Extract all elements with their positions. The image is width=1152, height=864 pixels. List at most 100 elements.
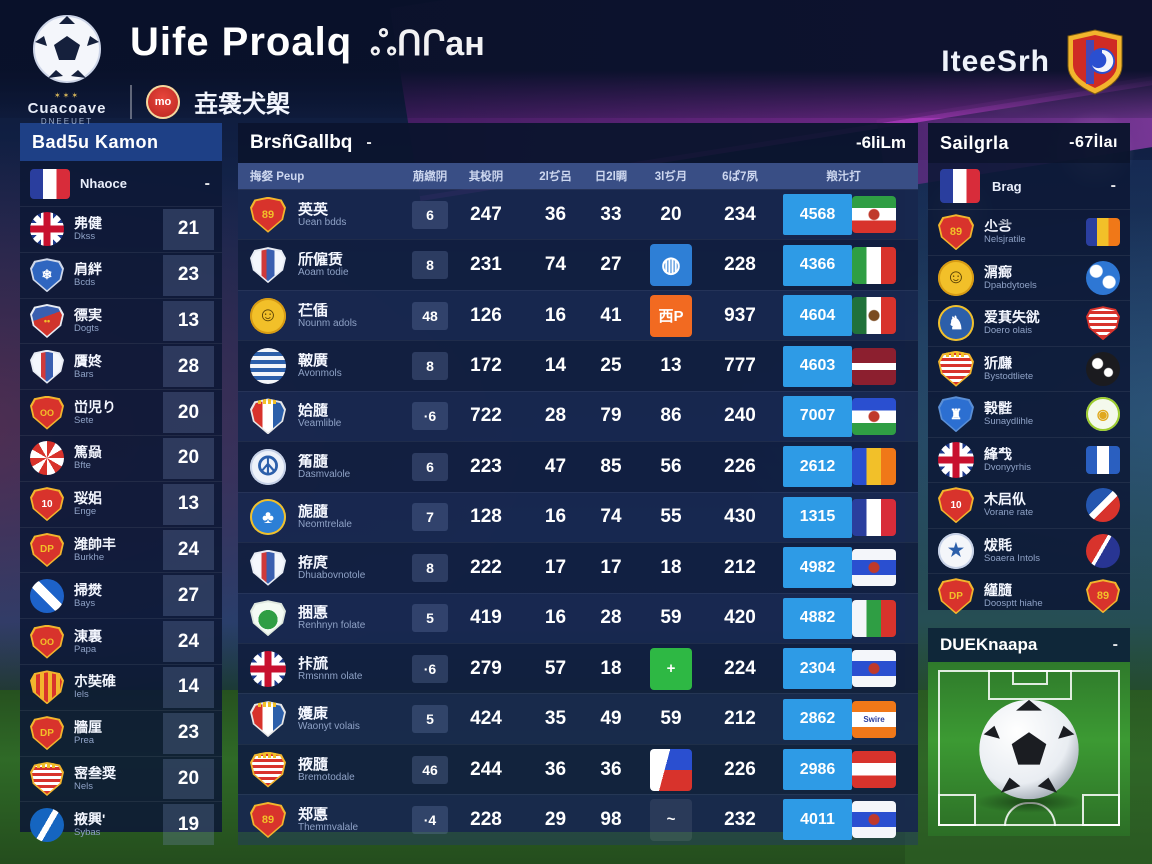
team-name: 肩絆 bbox=[74, 262, 102, 278]
stat-value: 223 bbox=[470, 455, 502, 477]
rank-badge: 8 bbox=[412, 352, 448, 381]
right-sidebar-link[interactable]: -67İlaı bbox=[1069, 134, 1118, 151]
standings-row[interactable]: 斦僱赁 Aoam todie 8 231 74 27 ◍ 228 4366 bbox=[238, 239, 918, 290]
stat-value: 430 bbox=[724, 506, 756, 528]
team-subname: Uean bdds bbox=[298, 216, 347, 228]
left-team-row[interactable]: DP 潍帥丰 Burkhe 24 bbox=[20, 526, 222, 573]
left-team-row[interactable]: 掖興' Sybas 19 bbox=[20, 801, 222, 847]
stat-value: 18 bbox=[600, 657, 622, 679]
crest-crownstripes-icon bbox=[30, 761, 64, 796]
flag-mexico-icon bbox=[852, 297, 896, 335]
left-team-row[interactable]: 掃燓 Bays 27 bbox=[20, 572, 222, 618]
team-stat-value: 14 bbox=[163, 666, 214, 708]
collapse-icon[interactable]: - bbox=[204, 174, 210, 192]
team-name: 尐㪳 bbox=[984, 219, 1012, 235]
flag-wbw-icon bbox=[852, 549, 896, 587]
team-name: 綘𢦔 bbox=[984, 446, 1012, 462]
team-name: 旎膸 bbox=[298, 504, 329, 520]
team-name: 䇶膸 bbox=[298, 453, 329, 469]
left-team-row[interactable]: •• 徱実 Dogts 13 bbox=[20, 297, 222, 344]
standings-row[interactable]: 拵庹 Dhuabovnotole 8 222 17 17 18 212 4982 bbox=[238, 542, 918, 593]
table-link[interactable]: -6liLm bbox=[855, 133, 906, 152]
left-team-row[interactable]: 贋㚵 Bars 28 bbox=[20, 343, 222, 389]
left-featured-row[interactable]: Nhaoce - bbox=[20, 161, 222, 206]
left-team-row[interactable]: DP 牆厘 Prea 23 bbox=[20, 709, 222, 756]
team-stat-value: 13 bbox=[163, 483, 214, 525]
right-team-row[interactable]: ★ 炦㲘 Soaera Intols bbox=[928, 527, 1130, 574]
stat-value: 36 bbox=[544, 758, 567, 780]
app-header: ✶✶✶ Cuacoave DNEEUET Uife Proalq ஃՈՐан m… bbox=[24, 12, 485, 126]
left-team-row[interactable]: ❄ 肩絆 Bcds 23 bbox=[20, 251, 222, 298]
standings-row[interactable]: 89 英英 Uean bdds 6 247 36 33 20 234 4568 bbox=[238, 189, 918, 240]
right-team-row[interactable]: 綘𢦔 Dvonyyrhis bbox=[928, 436, 1130, 483]
team-subname: Doosptt hiahe bbox=[984, 598, 1043, 610]
collapse-icon[interactable]: - bbox=[366, 134, 372, 151]
left-team-row[interactable]: OO 峃児り Sete 20 bbox=[20, 389, 222, 435]
stat-value: 74 bbox=[600, 506, 622, 528]
stat-value: 28 bbox=[600, 607, 622, 629]
standings-row[interactable]: 捆悳 Renhnyn folate 5 419 16 28 59 420 4882 bbox=[238, 592, 918, 643]
circle-greenyellow-icon: ◉ bbox=[1086, 397, 1120, 432]
standings-row[interactable]: ☮ 䇶膸 Dasmvalole 6 223 47 85 56 226 2612 bbox=[238, 441, 918, 492]
badge-blue-ball-icon: ◍ bbox=[650, 244, 692, 287]
ball-redblue-icon bbox=[1086, 533, 1120, 568]
team-name: 徱実 bbox=[74, 307, 102, 323]
stat-value: 98 bbox=[600, 808, 622, 830]
left-sidebar-title: Bad5u Kamon bbox=[32, 131, 159, 152]
right-featured-row[interactable]: Brag - bbox=[928, 163, 1130, 209]
standings-row[interactable]: 掖膸 Bremotodale 46 244 36 36 226 2986 bbox=[238, 743, 918, 795]
stat-value: 16 bbox=[544, 506, 567, 528]
team-subname: Bystodtliete bbox=[984, 370, 1034, 382]
team-subname: Bays bbox=[74, 597, 96, 609]
collapse-icon[interactable]: - bbox=[1110, 177, 1116, 194]
ball-redwhite-icon bbox=[30, 441, 64, 476]
stat-value: 29 bbox=[544, 808, 567, 830]
stat-value: 27 bbox=[600, 254, 622, 276]
rank-badge: 7 bbox=[412, 503, 448, 532]
right-team-row[interactable]: ☺ 㴮㾿 Dpabdytoels bbox=[928, 254, 1130, 301]
crest-redblue-icon: •• bbox=[30, 303, 64, 338]
sponsor-wordmark: IteeSrh bbox=[941, 45, 1050, 78]
right-team-row[interactable]: 10 木𡰪㐺 Vorane rate bbox=[928, 482, 1130, 528]
team-subname: Rmsnnm olate bbox=[298, 670, 363, 682]
standings-row[interactable]: 姶膸 Veamlible ·6 722 28 79 86 240 7007 bbox=[238, 390, 918, 442]
flag-austria-icon bbox=[852, 751, 896, 789]
standings-row[interactable]: 89 郑悳 Themmvalale ·4 228 29 98 ~232 4011 bbox=[238, 794, 918, 845]
stat-value: 212 bbox=[724, 708, 756, 730]
left-team-row[interactable]: 10 珱㚶 Enge 13 bbox=[20, 480, 222, 527]
left-team-row[interactable]: 篤赑 Bfte 20 bbox=[20, 434, 222, 481]
logo-stars: ✶✶✶ bbox=[53, 91, 81, 100]
stat-value: 279 bbox=[470, 657, 502, 679]
standings-row[interactable]: 鞁廣 Avonmols 8 172 14 25 13 777 4603 bbox=[238, 340, 918, 391]
collapse-icon[interactable]: - bbox=[1112, 636, 1118, 653]
standings-row[interactable]: ☺ 芢偛 Nounm adols 48 126 16 41 西P 937 4604 bbox=[238, 289, 918, 341]
left-team-row[interactable]: OO 涷裏 Papa 24 bbox=[20, 618, 222, 664]
points-value: 4011 bbox=[783, 799, 852, 841]
standings-row[interactable]: 嬳㢀 Waonyt volais 5 424 35 49 59 212 2862 Swire bbox=[238, 693, 918, 744]
crest-89-icon: 89 bbox=[250, 196, 286, 233]
stat-value: 226 bbox=[724, 455, 756, 477]
stat-value: 228 bbox=[470, 808, 502, 830]
points-value: 4882 bbox=[783, 597, 852, 639]
right-team-row[interactable]: 㹞㼓 Bystodtliete bbox=[928, 345, 1130, 392]
team-stat-value: 13 bbox=[163, 300, 214, 342]
team-name: 朩奘碓 bbox=[74, 674, 116, 690]
left-team-row[interactable]: 朩奘碓 Iels 14 bbox=[20, 663, 222, 710]
standings-row[interactable]: 拤旈 Rmsnnm olate ·6 279 57 18 +224 2304 bbox=[238, 642, 918, 694]
right-team-row[interactable]: ♜ 㨌䯗 Sunaydlihle ◉ bbox=[928, 391, 1130, 437]
left-team-row[interactable]: 弗健 Dkss 21 bbox=[20, 206, 222, 252]
right-team-row[interactable]: 89 尐㪳 Nelsjratile bbox=[928, 209, 1130, 255]
right-team-row[interactable]: DP 䌍膸 Doosptt hiahe 89 bbox=[928, 573, 1130, 619]
team-subname: Nounm adols bbox=[298, 317, 357, 329]
team-stat-value: 20 bbox=[163, 392, 214, 433]
circle-rooster-icon: ♞ bbox=[938, 305, 974, 342]
right-team-row[interactable]: ♞ 爱萁失㞃 Doero olais bbox=[928, 300, 1130, 346]
team-name: 炦㲘 bbox=[984, 537, 1012, 553]
standings-row[interactable]: ♣ 旎膸 Neomtrelale 7 128 16 74 55 430 1315 bbox=[238, 491, 918, 543]
column-header: 2lぢ呂 bbox=[539, 171, 572, 183]
rank-badge: 8 bbox=[412, 553, 448, 582]
team-stat-value: 23 bbox=[163, 254, 214, 296]
left-team-row[interactable]: 宻叁奨 Nels 20 bbox=[20, 755, 222, 802]
stat-value: 231 bbox=[470, 254, 502, 276]
team-subname: Bcds bbox=[74, 277, 96, 289]
